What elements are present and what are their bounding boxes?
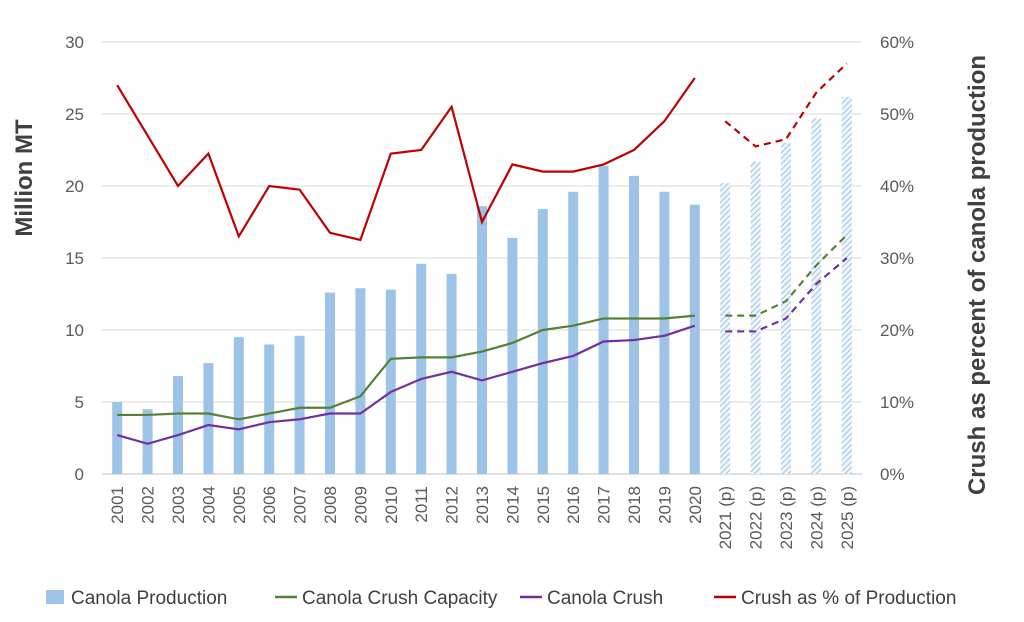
bar <box>568 191 579 474</box>
left-axis-ticks: 0 5 10 15 20 25 30 <box>65 33 84 484</box>
right-tick-label: 0% <box>880 465 905 484</box>
left-tick-label: 10 <box>65 321 84 340</box>
right-axis-title: Crush as percent of canola production <box>964 55 991 495</box>
bar <box>659 191 670 474</box>
legend-label-crush-as-of-production: Crush as % of Production <box>741 588 956 609</box>
bar <box>385 289 396 474</box>
x-axis-ticks: 2001 2002 2003 2004 2005 2006 2007 2008 2009 2010… <box>108 486 857 549</box>
x-tick-label: 2010 <box>382 486 401 524</box>
line-canola-crush-capacity <box>117 314 695 421</box>
bar <box>507 237 518 474</box>
x-tick-label: 2017 <box>595 486 614 524</box>
bar <box>203 363 214 474</box>
right-tick-label: 60% <box>880 33 914 52</box>
x-tick-label: 2023 (p) <box>777 486 796 549</box>
right-axis-ticks: 0% 10% 20% 30% 40% 50% 60% <box>880 33 914 484</box>
x-tick-label: 2009 <box>351 486 370 524</box>
x-tick-label: 2014 <box>503 486 522 524</box>
x-tick-label: 2003 <box>169 486 188 524</box>
bar <box>477 206 487 474</box>
x-tick-label: 2013 <box>473 486 492 524</box>
bar <box>629 175 639 475</box>
legend-swatch-canola-production <box>46 590 64 604</box>
right-tick-label: 20% <box>880 321 914 340</box>
bar <box>112 402 123 474</box>
left-tick-label: 15 <box>65 249 84 268</box>
legend-label-canola-crush-capacity: Canola Crush Capacity <box>302 588 498 609</box>
line-crush-as-of-production <box>116 77 696 242</box>
left-tick-label: 25 <box>65 105 84 124</box>
bar <box>173 376 183 474</box>
x-tick-label: 2012 <box>443 486 462 524</box>
right-tick-label: 30% <box>880 249 914 268</box>
legend-label-canola-crush: Canola Crush <box>547 588 663 609</box>
left-tick-label: 20 <box>65 177 84 196</box>
x-tick-label: 2019 <box>655 486 674 524</box>
line-canola-crush-capacity-projected <box>725 234 848 317</box>
bar-projected <box>811 118 822 474</box>
bar <box>264 344 275 474</box>
left-tick-label: 5 <box>75 393 84 412</box>
x-tick-label: 2018 <box>625 486 644 524</box>
bar <box>355 288 366 474</box>
bar <box>598 165 609 474</box>
right-tick-label: 10% <box>880 393 914 412</box>
bar <box>537 209 548 475</box>
right-tick-label: 50% <box>880 105 914 124</box>
x-tick-label: 2004 <box>199 486 218 524</box>
legend: Canola Production Canola Crush Capacity Ca… <box>46 588 956 609</box>
x-tick-label: 2005 <box>230 486 249 524</box>
bar-projected <box>781 142 791 475</box>
line-canola-crush-projected <box>725 257 848 333</box>
line-crush-as-of-production-projected <box>724 62 848 148</box>
line-canola-crush <box>116 324 696 445</box>
bar <box>416 263 427 474</box>
left-axis-title: Million MT <box>11 119 38 237</box>
x-tick-label: 2022 (p) <box>747 486 766 549</box>
bar <box>325 292 335 474</box>
right-tick-label: 40% <box>880 177 914 196</box>
x-tick-label: 2020 <box>686 486 705 524</box>
bar-series-production <box>112 96 852 475</box>
x-tick-label: 2024 (p) <box>807 486 826 549</box>
bar <box>233 337 244 474</box>
x-tick-label: 2006 <box>260 486 279 524</box>
legend-label-canola-production: Canola Production <box>71 588 227 609</box>
x-tick-label: 2001 <box>108 486 127 524</box>
line-series <box>116 62 848 445</box>
bar-projected <box>750 161 761 474</box>
x-tick-label: 2021 (p) <box>716 486 735 549</box>
x-tick-label: 2016 <box>564 486 583 524</box>
x-tick-label: 2008 <box>321 486 340 524</box>
bar-projected <box>720 183 731 474</box>
bar <box>294 335 305 474</box>
bar <box>446 273 457 474</box>
x-tick-label: 2015 <box>534 486 553 524</box>
x-tick-label: 2002 <box>139 486 158 524</box>
bar <box>142 409 153 474</box>
x-tick-label: 2011 <box>412 486 431 523</box>
bar <box>689 204 700 474</box>
bar-projected <box>841 96 852 474</box>
x-tick-label: 2007 <box>291 486 310 524</box>
left-tick-label: 0 <box>75 465 84 484</box>
x-tick-label: 2025 (p) <box>838 486 857 549</box>
left-tick-label: 30 <box>65 33 84 52</box>
